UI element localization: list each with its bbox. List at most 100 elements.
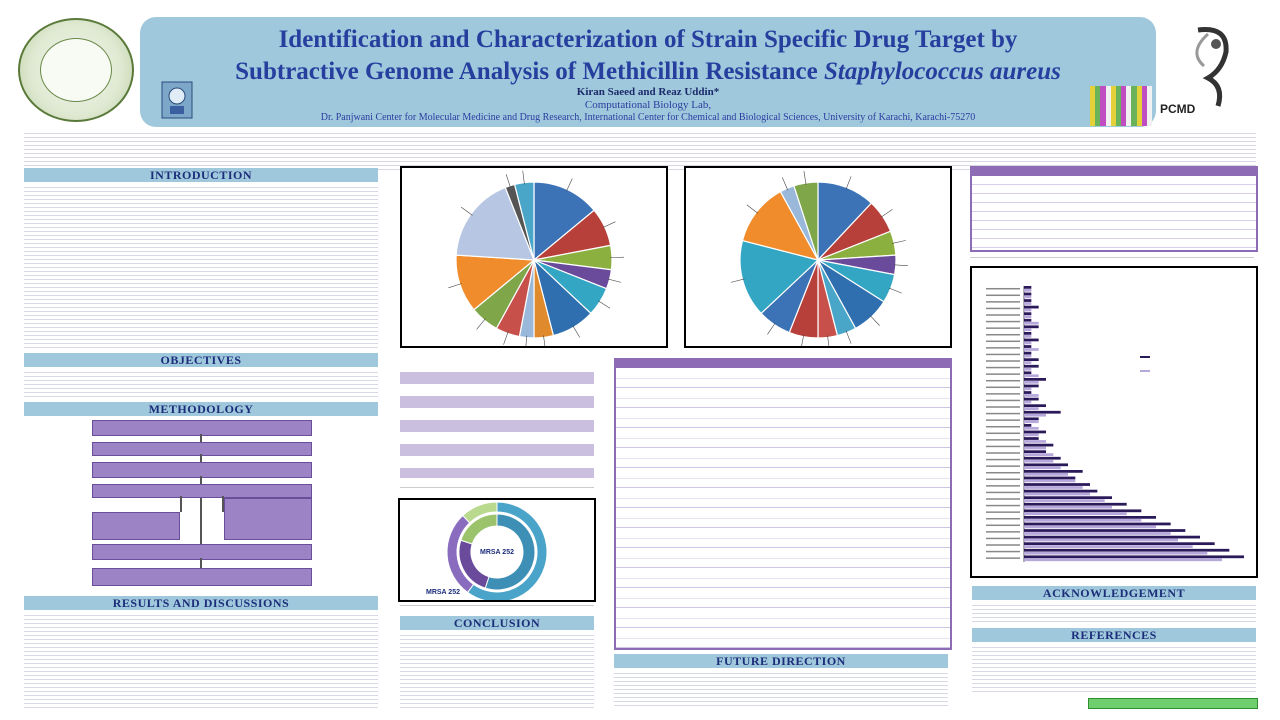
bar bbox=[1024, 380, 1039, 384]
bar bbox=[1024, 334, 1032, 338]
bar bbox=[1024, 400, 1032, 404]
authors: Kiran Saeed and Reaz Uddin* bbox=[576, 86, 720, 98]
bar bbox=[1024, 413, 1046, 417]
pie-leader-line bbox=[607, 278, 622, 283]
conclusion-heading: CONCLUSION bbox=[400, 616, 594, 630]
bar bbox=[1024, 315, 1032, 319]
bar bbox=[1024, 545, 1193, 549]
pie-leader-line bbox=[892, 240, 906, 244]
bar bbox=[1024, 437, 1039, 440]
tick-label-placeholder bbox=[986, 524, 1020, 527]
donut-chart: MRSA 252 MRSA 252 bbox=[398, 498, 596, 603]
flow-arrow bbox=[200, 476, 202, 484]
bar bbox=[1024, 341, 1032, 345]
tick-label-placeholder bbox=[986, 353, 1020, 356]
abstract-text bbox=[24, 130, 1256, 170]
tick-label-placeholder bbox=[986, 425, 1020, 428]
donut-segment bbox=[460, 513, 498, 545]
flow-step-4 bbox=[92, 484, 312, 498]
pie-chart-mrsa-2 bbox=[684, 166, 952, 350]
bar bbox=[1024, 321, 1039, 325]
bar bbox=[1024, 371, 1032, 375]
bar bbox=[1024, 512, 1127, 516]
legend-swatch bbox=[1140, 356, 1150, 358]
bar bbox=[1024, 424, 1032, 427]
flow-arrow bbox=[180, 496, 182, 512]
flow-step-5b bbox=[224, 498, 312, 540]
bar bbox=[1024, 397, 1039, 401]
flow-step-7 bbox=[92, 568, 312, 586]
tick-label-placeholder bbox=[986, 386, 1020, 389]
bar bbox=[1024, 420, 1039, 424]
flow-arrow bbox=[200, 498, 202, 544]
pie-leader-line bbox=[448, 283, 462, 289]
tick-label-placeholder bbox=[986, 557, 1020, 559]
pie-leader-line bbox=[781, 177, 789, 191]
bar bbox=[1024, 302, 1032, 305]
legend-swatch bbox=[1140, 370, 1150, 372]
bar bbox=[1024, 332, 1032, 335]
title-banner bbox=[140, 17, 1156, 127]
tick-label-placeholder bbox=[986, 360, 1020, 362]
tick-label-placeholder bbox=[986, 537, 1020, 540]
bar bbox=[1024, 345, 1032, 348]
bar bbox=[1024, 288, 1032, 292]
tick-label-placeholder bbox=[986, 498, 1020, 500]
bar bbox=[1024, 525, 1156, 529]
tick-label-placeholder bbox=[986, 439, 1020, 441]
bar bbox=[1024, 286, 1032, 289]
university-logo bbox=[18, 18, 134, 122]
references-heading: REFERENCES bbox=[972, 628, 1256, 642]
tick-label-placeholder bbox=[986, 531, 1020, 533]
tick-label-placeholder bbox=[986, 333, 1020, 336]
donut-segment bbox=[462, 501, 498, 524]
bar bbox=[1024, 308, 1032, 312]
table-3 bbox=[970, 166, 1258, 252]
bar bbox=[1024, 479, 1076, 483]
bar bbox=[1024, 312, 1032, 316]
tick-label-placeholder bbox=[986, 366, 1020, 369]
bar bbox=[1024, 446, 1046, 450]
pie-leader-line bbox=[476, 318, 486, 330]
pie-leader-line bbox=[746, 204, 759, 214]
pie-leader-line bbox=[730, 278, 745, 283]
pie-leader-line bbox=[767, 322, 776, 335]
bar bbox=[1024, 532, 1171, 535]
flow-step-1 bbox=[92, 420, 312, 436]
pie-leader-line bbox=[461, 206, 473, 216]
bar bbox=[1024, 391, 1032, 394]
bar-chart bbox=[970, 266, 1258, 578]
bar bbox=[1024, 384, 1039, 388]
objectives-heading: OBJECTIVES bbox=[24, 353, 378, 367]
tick-label-placeholder bbox=[986, 373, 1020, 375]
tick-label-placeholder bbox=[986, 314, 1020, 316]
bar bbox=[1024, 509, 1142, 513]
tick-label-placeholder bbox=[986, 458, 1020, 461]
bar bbox=[1024, 466, 1061, 470]
bar bbox=[1024, 328, 1032, 332]
pie-chart-mrsa-1 bbox=[400, 166, 668, 350]
pie-leader-line bbox=[503, 331, 509, 345]
table-3-body bbox=[972, 176, 1256, 250]
bar bbox=[1024, 535, 1200, 539]
bar bbox=[1024, 502, 1127, 506]
bar bbox=[1024, 453, 1054, 457]
bar bbox=[1024, 299, 1032, 302]
introduction-heading: INTRODUCTION bbox=[24, 168, 378, 182]
bar bbox=[1024, 318, 1032, 322]
tick-label-placeholder bbox=[986, 432, 1020, 435]
bar bbox=[1024, 516, 1156, 519]
bar bbox=[1024, 358, 1039, 362]
pie-leader-line bbox=[869, 315, 880, 326]
bar bbox=[1024, 440, 1046, 443]
bar bbox=[1024, 492, 1090, 496]
bar bbox=[1024, 518, 1142, 522]
bar bbox=[1024, 410, 1061, 414]
bar bbox=[1024, 433, 1039, 437]
table-2-body bbox=[616, 368, 950, 648]
pie-leader-line bbox=[566, 178, 573, 192]
introduction-text bbox=[24, 184, 378, 350]
tick-label-placeholder bbox=[986, 340, 1020, 343]
tick-label-placeholder bbox=[986, 478, 1020, 481]
bar bbox=[1024, 555, 1244, 559]
